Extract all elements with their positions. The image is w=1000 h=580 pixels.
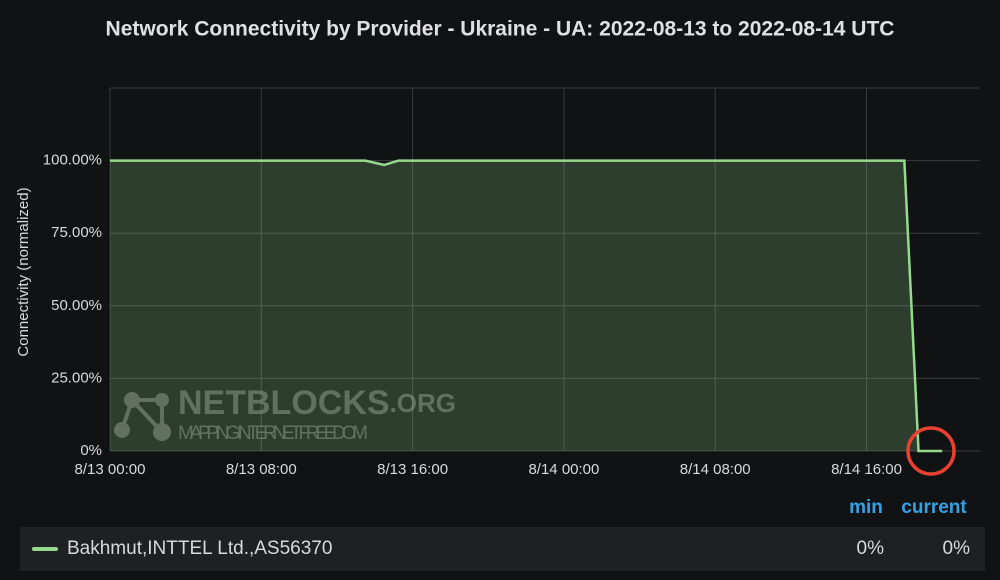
legend-value: 0% bbox=[943, 538, 971, 559]
legend-value: 0% bbox=[857, 538, 885, 559]
y-tick-label: 25.00% bbox=[51, 369, 102, 386]
legend: min current Bakhmut,INTTEL Ltd.,AS56370 0% 0… bbox=[32, 497, 971, 559]
x-tick-label: 8/13 16:00 bbox=[377, 461, 448, 478]
watermark-domain: .ORG bbox=[390, 388, 456, 418]
line bbox=[110, 159, 943, 453]
legend-label: Bakhmut,INTTEL Ltd.,AS56370 bbox=[67, 538, 332, 559]
x-tick-label: 8/14 16:00 bbox=[831, 461, 902, 478]
x-tick-label: 8/13 08:00 bbox=[226, 461, 297, 478]
x-tick-label: 8/13 00:00 bbox=[75, 461, 146, 478]
legend-column-header: current bbox=[901, 497, 967, 518]
y-tick-label: 100.00% bbox=[43, 152, 102, 169]
y-tick-label: 75.00% bbox=[51, 224, 102, 241]
watermark-tagline: MAPPING INTERNET FREEDOM bbox=[178, 423, 368, 444]
chart-title: Network Connectivity by Provider - Ukrai… bbox=[106, 18, 895, 41]
watermark-logo bbox=[120, 398, 164, 434]
watermark: NETBLOCKS.ORG MAPPING INTERNET FREEDOM bbox=[114, 384, 456, 444]
legend-column-header: min bbox=[849, 497, 883, 518]
area bbox=[110, 160, 943, 451]
x-tick-label: 8/14 08:00 bbox=[680, 461, 751, 478]
y-tick-label: 50.00% bbox=[51, 297, 102, 314]
legend-row bbox=[20, 527, 985, 571]
x-tick-label: 8/14 00:00 bbox=[528, 461, 599, 478]
y-axis-label: Connectivity (normalized) bbox=[15, 187, 32, 356]
y-tick-label: 0% bbox=[80, 442, 102, 459]
grid: 0% 25.00% 50.00% 75.00% 100.00% 8/13 00:00 8/1… bbox=[43, 87, 980, 478]
watermark-brand-text: NETBLOCKS bbox=[178, 384, 390, 422]
plot bbox=[110, 159, 943, 453]
watermark-logo-dots bbox=[114, 392, 171, 441]
highlight-circle bbox=[906, 426, 956, 476]
watermark-brand: NETBLOCKS.ORG bbox=[178, 384, 456, 422]
